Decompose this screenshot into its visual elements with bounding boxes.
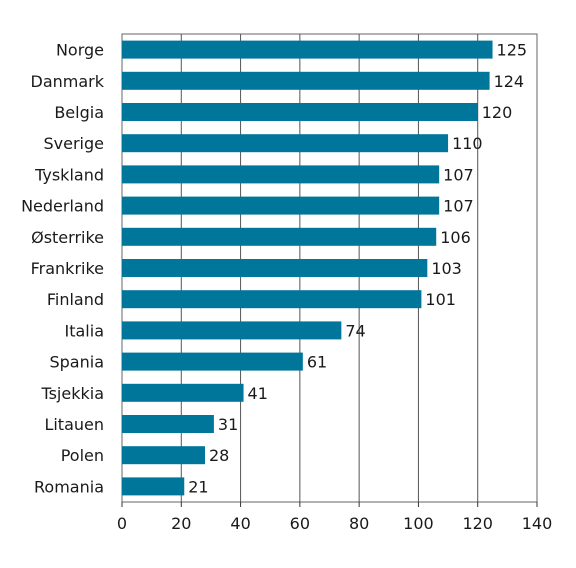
bar (122, 477, 185, 496)
category-label: Romania (34, 477, 104, 496)
bar (122, 290, 422, 309)
data-label: 107 (443, 165, 474, 184)
category-label: Tsjekkia (40, 384, 104, 403)
category-label: Belgia (54, 103, 104, 122)
bar (122, 71, 490, 90)
x-tick-label: 80 (349, 514, 369, 533)
category-label: Østerrike (31, 228, 104, 247)
data-label: 125 (497, 41, 528, 60)
data-label: 106 (440, 228, 471, 247)
bar (122, 196, 440, 215)
x-tick-label: 60 (290, 514, 310, 533)
x-tick-label: 0 (117, 514, 127, 533)
data-label: 74 (345, 321, 365, 340)
x-tick-label: 120 (462, 514, 493, 533)
x-tick-label: 140 (522, 514, 553, 533)
category-label: Nederland (21, 197, 104, 216)
data-label: 120 (482, 103, 513, 122)
category-label: Finland (47, 290, 104, 309)
bar (122, 259, 428, 277)
bar (122, 227, 437, 246)
x-tick-label: 40 (230, 514, 250, 533)
x-axis-ticks: 0 20 40 60 80 100 120 140 (117, 502, 552, 533)
category-label: Frankrike (31, 259, 104, 278)
bars (122, 40, 493, 496)
category-label: Litauen (44, 415, 104, 434)
category-label: Spania (49, 353, 104, 372)
bar (122, 134, 449, 153)
category-label: Italia (65, 321, 105, 340)
bar (122, 415, 214, 433)
data-label: 101 (425, 290, 456, 309)
bar (122, 383, 244, 402)
data-label: 41 (248, 384, 268, 403)
data-label: 110 (452, 134, 483, 153)
bar (122, 40, 493, 59)
category-label: Polen (61, 446, 104, 465)
data-label: 124 (494, 72, 525, 91)
category-label: Sverige (44, 134, 105, 153)
data-label: 61 (307, 353, 327, 372)
data-label: 103 (431, 259, 462, 278)
bar (122, 321, 342, 340)
data-label: 31 (218, 415, 238, 434)
category-label: Danmark (31, 72, 105, 91)
data-label: 107 (443, 197, 474, 216)
bar (122, 446, 205, 465)
bar (122, 352, 303, 371)
bar (122, 165, 440, 184)
category-label: Norge (56, 41, 104, 60)
x-tick-label: 100 (403, 514, 434, 533)
data-label: 28 (209, 446, 229, 465)
bar (122, 103, 478, 121)
category-label: Tyskland (34, 165, 104, 184)
category-labels: Norge Danmark Belgia Sverige Tyskland Nederla… (21, 41, 105, 497)
data-label: 21 (188, 477, 208, 496)
x-tick-label: 20 (171, 514, 191, 533)
